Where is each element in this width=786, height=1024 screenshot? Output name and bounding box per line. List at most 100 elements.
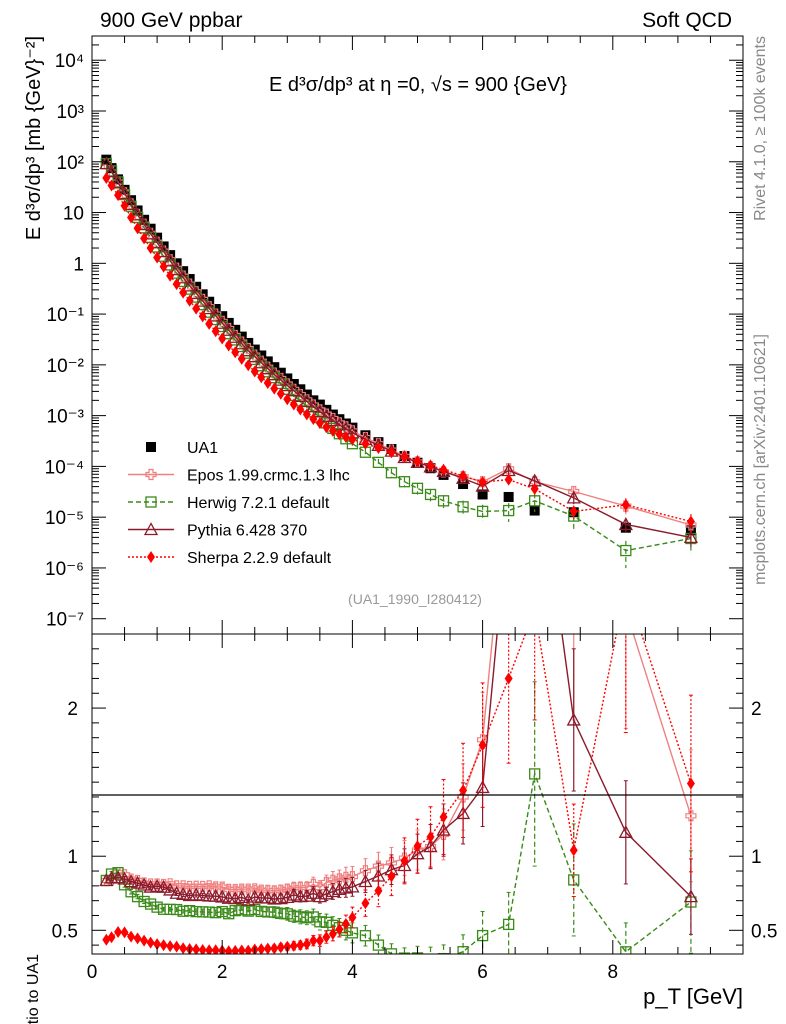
main-y-tick-label: 10⁻⁴	[45, 457, 84, 478]
main-data-point	[413, 455, 422, 468]
main-data-point	[269, 362, 280, 373]
ratio-data-point	[164, 903, 176, 916]
ratio-y-tick-label: 2	[67, 699, 78, 720]
main-data-point	[504, 473, 513, 486]
ratio-data-point	[138, 895, 150, 908]
ratio-data-point	[260, 890, 275, 904]
ratio-data-point	[176, 886, 191, 900]
legend-label: Pythia 6.428 370	[187, 523, 307, 540]
main-data-point	[400, 450, 409, 463]
ratio-data-point	[459, 784, 468, 797]
main-data-point	[117, 186, 132, 200]
ratio-data-point	[133, 932, 142, 945]
legend: UA1 Epos 1.99.crmc.1.3 lhc Herwig 7.2.1 de…	[128, 440, 350, 567]
ratio-data-point	[685, 810, 697, 822]
main-data-point	[267, 367, 282, 381]
main-data-point	[198, 310, 207, 323]
ratio-data-point	[345, 879, 360, 893]
main-data-point	[153, 251, 162, 264]
ratio-data-point	[120, 926, 129, 939]
main-y-tick-label: 10	[63, 204, 84, 225]
ratio-data-point	[426, 830, 435, 843]
ratio-data-point	[177, 905, 189, 917]
main-data-point	[439, 463, 448, 476]
ratio-data-point	[319, 886, 334, 900]
ratio-data-point	[241, 892, 256, 906]
ratio-data-point	[398, 952, 411, 954]
main-data-point	[315, 417, 324, 430]
main-data-point	[286, 383, 301, 397]
main-y-axis-label: E d³σ/dp³ [mb {GeV}⁻²]	[23, 36, 45, 240]
ratio-data-point	[413, 840, 422, 853]
main-y-axis: 10⁴ 10³ 10² 10 1 10⁻¹ 10⁻² 10⁻³ 10⁻⁴ 10⁻⁵ 10⁻⁶ 10⁻⁷	[45, 35, 743, 631]
main-series-line	[105, 163, 692, 552]
main-data-point	[621, 498, 630, 511]
main-data-point	[163, 253, 178, 267]
legend-marker	[145, 468, 157, 481]
main-y-tick-label: 1	[73, 254, 84, 275]
ratio-series-2	[100, 681, 697, 954]
ratio-data-point	[296, 939, 305, 952]
main-data-point	[156, 244, 171, 258]
main-data-point	[475, 478, 490, 492]
legend-marker	[147, 551, 155, 563]
main-data-point	[126, 195, 137, 206]
main-data-point	[140, 232, 149, 245]
header-right-label: Soft QCD	[642, 9, 732, 32]
ratio-data-point	[348, 911, 357, 924]
main-y-tick-label: 10⁻⁵	[45, 508, 84, 529]
ratio-x-tick-label: 6	[477, 962, 488, 983]
legend-entry: Herwig 7.2.1 default	[128, 495, 330, 512]
main-series-3	[99, 156, 699, 547]
main-data-point	[113, 174, 124, 185]
ratio-data-point	[457, 946, 469, 954]
ratio-data-point	[255, 905, 267, 918]
side-label-mcplots: mcplots.cern.ch [arXiv:2401.10621]	[752, 334, 769, 585]
main-data-point	[230, 324, 241, 335]
ratio-data-point	[371, 868, 386, 882]
main-data-point	[530, 482, 539, 495]
main-data-point	[312, 404, 327, 418]
main-y-tick-label: 10⁻⁷	[46, 610, 84, 631]
ratio-data-point	[504, 672, 513, 685]
main-data-point	[273, 372, 288, 386]
ratio-data-point	[346, 871, 358, 883]
main-data-point	[502, 504, 515, 517]
main-data-point	[208, 308, 223, 322]
main-data-point	[172, 278, 181, 291]
ratio-data-point	[686, 777, 695, 790]
main-data-point	[361, 437, 370, 450]
main-data-point	[101, 154, 112, 165]
ratio-data-point	[410, 846, 425, 860]
ratio-data-point	[144, 898, 157, 910]
main-data-point	[123, 196, 139, 210]
main-data-point	[254, 355, 269, 369]
ratio-x-tick-label: 4	[347, 962, 358, 983]
ratio-data-point	[286, 887, 301, 901]
ratio-y-tick-label-right: 2	[751, 699, 762, 720]
ratio-data-point	[288, 910, 300, 922]
main-data-point	[360, 430, 371, 441]
main-data-point	[234, 336, 249, 350]
ratio-data-point	[224, 945, 233, 954]
main-data-point	[211, 325, 220, 338]
ratio-data-point	[249, 903, 261, 916]
main-panel: 10⁴ 10³ 10² 10 1 10⁻¹ 10⁻² 10⁻³ 10⁻⁴ 10⁻⁵ 10⁻⁶ 10⁻⁷…	[23, 35, 744, 635]
ratio-data-point	[618, 824, 633, 838]
ratio-data-point	[234, 890, 249, 904]
main-data-point	[322, 421, 331, 434]
main-y-tick-label: 10²	[57, 153, 84, 174]
main-data-point	[455, 471, 471, 485]
ratio-data-point	[314, 916, 326, 928]
main-series-line	[105, 177, 692, 523]
ratio-x-tick-label: 8	[608, 962, 619, 983]
main-data-point	[182, 278, 197, 292]
ratio-data-point	[621, 605, 631, 615]
ratio-data-point	[620, 946, 632, 954]
main-data-point	[185, 294, 194, 307]
main-data-point	[143, 226, 158, 240]
ratio-data-point	[136, 877, 152, 891]
main-y-tick-label: 10⁻⁶	[45, 559, 84, 580]
main-data-point	[566, 490, 581, 504]
